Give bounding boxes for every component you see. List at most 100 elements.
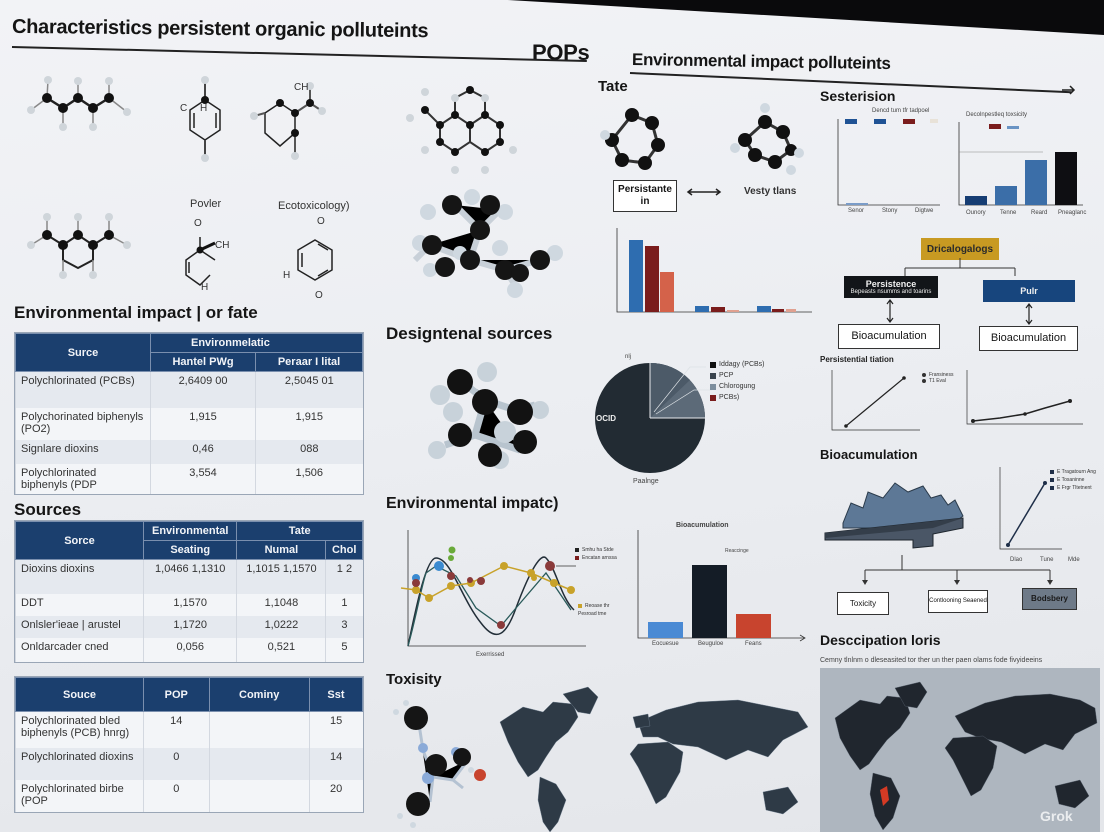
unearing-line-chart — [966, 370, 1083, 425]
benzene-ring-icon — [297, 239, 333, 281]
bioacc-bar-title: Bioacumulation — [676, 522, 729, 529]
sources-table: Sorce Environmental Tate Seating Numal C… — [15, 521, 363, 662]
table-row: Signlare dioxins 0,46 088 — [15, 439, 363, 464]
atom-label: H — [283, 270, 291, 281]
toxic-molecule-icon — [393, 700, 486, 828]
table1-heading: Environmental impact | or fate — [14, 303, 258, 322]
atom-label: H — [201, 282, 209, 293]
benzene-ring-icon — [189, 76, 221, 162]
col-header: Cominy — [208, 677, 310, 712]
table-row: Polychlorinated (PCBs) 2,6409 00 2,5045 01 — [15, 371, 363, 408]
x-axis-label: Exerrissed — [476, 652, 505, 658]
x-label: Ounory — [966, 210, 986, 216]
env-legend-mid: Reoase thr Pesroad tme — [578, 603, 610, 617]
table2-heading: Sources — [14, 500, 82, 519]
cyclohexenone-icon — [185, 237, 216, 286]
legend-item: Chlorogung — [710, 381, 765, 392]
world-map-left — [499, 686, 809, 832]
powder-label: Povler — [190, 198, 222, 210]
sesterision-chart-1 — [837, 119, 940, 206]
group-header: Environmelatic — [150, 333, 363, 353]
table-row: Polychlorinated bled biphenyls (PCB) hnr… — [15, 711, 363, 748]
persistence-box: Persistante in — [613, 180, 677, 212]
pie-bottom-label: Paalnge — [633, 478, 659, 485]
group-header: Tate — [236, 521, 363, 541]
x-label: Beuguloe — [698, 641, 724, 647]
bioacc-section-heading: Bioacumulation — [820, 447, 918, 462]
fate-heading: Tate — [598, 78, 628, 95]
pie-center-label: OCID — [596, 414, 616, 423]
pulr-box: Pulr — [983, 280, 1075, 302]
x-label: Tenne — [1000, 210, 1017, 216]
ball-stick-molecule-icon — [412, 189, 563, 298]
poster-title: Characteristics persistent organic pollu… — [11, 15, 429, 43]
legend-item: PCBs) — [710, 392, 765, 403]
sources-pie-chart — [595, 362, 712, 473]
atom-label: O — [315, 290, 323, 301]
x-label: Mde — [1068, 557, 1080, 563]
impact-fate-table: Surce Environmelatic Hantel PWg Peraar I… — [15, 333, 363, 494]
col-header: Sst — [308, 677, 364, 712]
decision-top-box: Dricalogalogs — [921, 238, 999, 260]
persistence-box: Persistence Bepeasts nsumms and toarins — [844, 276, 938, 298]
legend-item: Iddagy (PCBs) — [710, 359, 765, 370]
x-label: Dlao — [1010, 557, 1023, 563]
x-label: Feans — [745, 641, 762, 647]
tree-connector — [904, 258, 1016, 276]
world-map-right-panel: Grok — [820, 668, 1100, 832]
col-header: Chol — [325, 540, 363, 560]
x-label: Eocuesue — [652, 641, 679, 647]
title-rule — [11, 46, 587, 62]
ring-molecule-icon — [600, 108, 665, 170]
table-row: Polychlorinated biphenyls (PDP 3,554 1,506 — [15, 463, 363, 494]
table-row: Polychlorinated dioxins 0 14 — [15, 747, 363, 780]
description-heading: Desccipation loris — [820, 632, 941, 648]
fate-right-label: Vesty tlans — [744, 186, 797, 197]
ring-molecule-icon — [730, 103, 804, 175]
pop-country-table: Souce POP Cominy Sst Polychlorinated ble… — [15, 677, 364, 812]
designtenal-heading: Designtenal sources — [386, 324, 553, 343]
toluene-molecule-icon — [250, 82, 326, 160]
ecotoxicology-label: Ecotoxicology) — [278, 200, 350, 212]
double-arrow-icon — [686, 188, 722, 196]
env-legend-top: Smhu ha Stde Encatan arnssa — [575, 546, 617, 562]
col-header: Surce — [15, 333, 151, 372]
persistential-heading: Persistential tiation — [820, 355, 894, 364]
legend-item: PCP — [710, 370, 765, 381]
bioacc-line-chart — [999, 467, 1062, 550]
molecule-chain-icon — [27, 76, 131, 131]
pie-legend: Iddagy (PCBs) PCP Chlorogung PCBs) — [710, 359, 765, 403]
col-header: POP — [143, 677, 210, 712]
env-impact-heading: Environmental impatc) — [386, 495, 559, 512]
col-header: Seating — [142, 540, 238, 560]
double-arrow-vertical-icon — [1025, 303, 1033, 325]
x-label: Tune — [1040, 557, 1054, 563]
toxicity-bar-chart — [958, 122, 1083, 206]
toxicity-heading: Toxisity — [386, 671, 442, 688]
right-title: Environmental impact polluteints — [631, 49, 891, 74]
chart-title: Decolnpestleq toxsicity — [966, 112, 1028, 118]
col-header: Sorce — [15, 521, 144, 560]
table-row: DDT 1,1570 1,1048 1 — [15, 593, 363, 616]
atom-label: H — [200, 103, 208, 114]
chart-title: Dencd tum tfr tadpoel — [872, 108, 930, 114]
col-header: Hantel PWg — [149, 352, 257, 372]
tree-connector — [862, 555, 1053, 585]
table-row: Onlsler'ieae | arustel 1,1720 1,0222 3 — [15, 615, 363, 638]
col-header: Numal — [236, 540, 327, 560]
x-label: Senor — [848, 208, 865, 214]
x-label: Pneaglanc — [1058, 210, 1087, 216]
persistential-legend: Fransiness T1 Eval — [922, 372, 953, 384]
pops-badge: POPs — [532, 40, 590, 65]
table-row: Dioxins dioxins 1,0466 1,1310 1,1015 1,157… — [15, 559, 363, 594]
table-row: Onldarcader cned 0,056 0,521 5 — [15, 637, 363, 662]
contaminant-box: Contlooning Seaened — [928, 590, 988, 613]
col-header: Souce — [15, 677, 144, 712]
atom-label: O — [194, 218, 202, 229]
sesterision-heading: Sesterision — [820, 88, 896, 104]
biphenyl-chain-icon — [27, 213, 131, 279]
ball-molecule-3d-icon — [428, 362, 549, 469]
env-impact-line-chart — [400, 530, 586, 647]
bioaccumulation-box-right: Bioacumulation — [979, 326, 1078, 351]
